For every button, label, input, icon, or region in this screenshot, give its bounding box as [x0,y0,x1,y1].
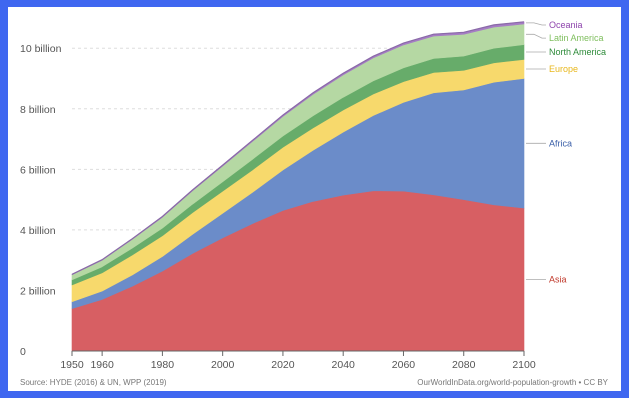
total-outline [71,21,525,275]
x-tick-label: 2020 [271,359,295,371]
y-tick-label: 10 billion [20,43,62,55]
legend-label-latin-america: Latin America [549,33,604,43]
legend-label-north-america: North America [549,47,606,57]
x-tick-label: 2100 [512,359,536,371]
y-tick-label: 0 [20,346,26,358]
x-tick-label: 1980 [151,359,175,371]
x-tick-label: 1950 [60,359,84,371]
legend-connector [526,33,546,39]
legend-label-oceania: Oceania [549,20,583,30]
chart-frame: 0 2 billion 4 billion 6 billion 8 billion 10 … [8,7,621,391]
y-tick-label: 8 billion [20,104,56,116]
y-tick-label: 2 billion [20,285,56,297]
y-tick-label: 6 billion [20,164,56,176]
source-note: Source: HYDE (2016) & UN, WPP (2019) [20,378,167,387]
area-series-group [71,21,525,352]
x-tick-label: 2040 [332,359,356,371]
y-axis-ticks: 0 2 billion 4 billion 6 billion 8 billion 10 … [20,43,62,358]
series-legend: Asia Africa Europe North America Latin Ameri… [526,20,606,285]
legend-label-africa: Africa [549,138,572,148]
x-tick-label: 1960 [90,359,114,371]
y-tick-label: 4 billion [20,225,56,237]
x-tick-label: 2000 [211,359,235,371]
legend-connector [526,22,546,26]
x-axis-ticks: 1950 1960 1980 2000 2020 2040 2060 2080 2100 [60,350,536,371]
x-tick-label: 2060 [392,359,416,371]
legend-label-asia: Asia [549,275,567,285]
x-tick-label: 2080 [452,359,476,371]
stacked-area-chart: 0 2 billion 4 billion 6 billion 8 billion 10 … [20,20,609,387]
legend-label-europe: Europe [549,64,578,74]
attribution-note: OurWorldInData.org/world-population-grow… [417,378,608,387]
